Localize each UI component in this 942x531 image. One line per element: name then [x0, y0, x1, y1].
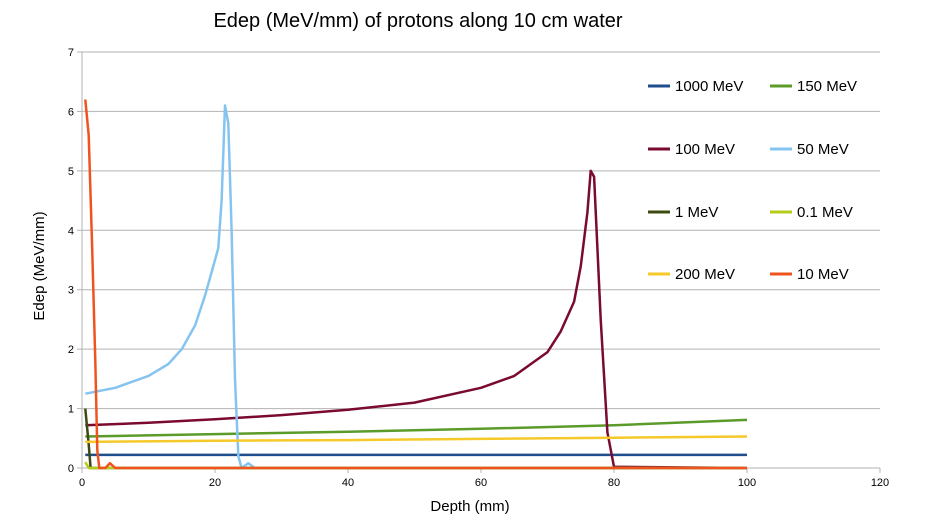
x-tick-label: 100 — [738, 477, 756, 489]
y-tick-labels: 0 1 2 3 4 5 6 7 — [68, 47, 74, 475]
axes — [77, 51, 881, 473]
y-tick-label: 1 — [68, 404, 74, 416]
y-tick-label: 6 — [68, 106, 74, 118]
x-tick-labels: 0 20 40 60 80 100 120 — [79, 477, 889, 489]
y-tick-label: 7 — [68, 47, 74, 59]
series-line — [85, 104, 747, 470]
legend-label: 0.1 MeV — [797, 204, 853, 221]
x-tick-label: 80 — [608, 477, 620, 489]
x-tick-label: 20 — [209, 477, 221, 489]
y-tick-label: 2 — [68, 344, 74, 356]
y-tick-label: 5 — [68, 166, 74, 178]
legend-label: 1000 MeV — [675, 78, 743, 95]
y-tick-label: 0 — [68, 463, 74, 475]
series-line — [84, 99, 747, 470]
legend-label: 150 MeV — [797, 78, 857, 95]
legend-label: 50 MeV — [797, 141, 849, 158]
x-axis-label: Depth (mm) — [430, 498, 509, 515]
y-tick-label: 3 — [68, 285, 74, 297]
legend-label: 100 MeV — [675, 141, 735, 158]
legend-label: 1 MeV — [675, 204, 718, 221]
x-tick-label: 120 — [871, 477, 889, 489]
legend: 1000 MeV 150 MeV 100 MeV 50 MeV 1 MeV 0.1 MeV… — [648, 78, 857, 283]
series-line — [85, 169, 748, 470]
series-line — [85, 435, 748, 444]
y-tick-label: 4 — [68, 225, 74, 237]
gridlines — [82, 51, 880, 410]
series-lines — [84, 99, 748, 470]
y-axis-label: Edep (MeV/mm) — [31, 211, 48, 320]
chart-title: Edep (MeV/mm) of protons along 10 cm wat… — [213, 10, 623, 32]
x-tick-label: 40 — [342, 477, 354, 489]
legend-label: 10 MeV — [797, 266, 849, 283]
series-line — [85, 418, 748, 438]
x-tick-label: 60 — [475, 477, 487, 489]
legend-label: 200 MeV — [675, 266, 735, 283]
x-tick-label: 0 — [79, 477, 85, 489]
